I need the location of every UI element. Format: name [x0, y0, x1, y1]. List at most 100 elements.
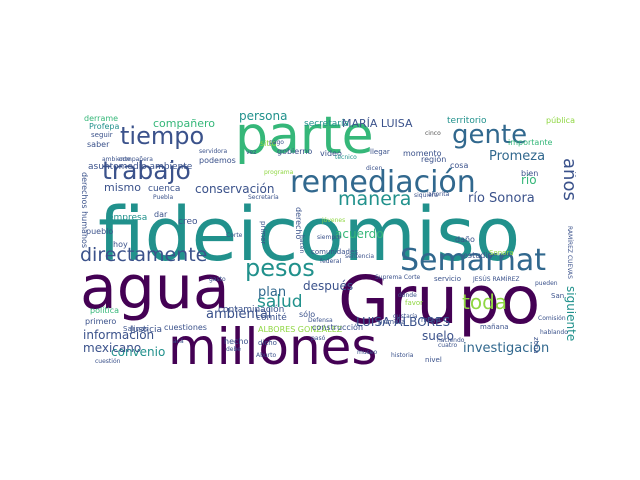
word-sitio: sitio: [260, 139, 277, 148]
word-federal: federal: [320, 258, 342, 265]
word-ambiente: ambiente: [102, 156, 131, 163]
word-gustaria: gustaría: [393, 313, 418, 320]
word-sonora: Sonora: [489, 249, 514, 257]
word-historia: historia: [391, 352, 414, 359]
word-agua: agua: [80, 253, 230, 323]
word-ambiental: ambiental: [206, 307, 272, 322]
word-rio-sonora: río Sonora: [468, 191, 535, 206]
word-ramirez-cuevas: RAMÍREZ CUEVAS: [566, 226, 573, 279]
word-sentencia: sentencia: [345, 253, 375, 260]
word-programa: programa: [264, 169, 294, 176]
word-gente: gente: [452, 120, 528, 150]
word-suelo: suelo: [422, 329, 454, 343]
word-region: región: [421, 155, 447, 164]
word-millones: millones: [168, 318, 378, 370]
word-seguir: seguir: [91, 131, 113, 139]
word-dar: dar: [154, 210, 168, 219]
word-servidora: servidora: [199, 148, 228, 155]
word-aburto: Aburto: [256, 352, 277, 359]
word-contaminacion: contaminación: [218, 305, 285, 315]
word-bien: bien: [521, 169, 539, 178]
word-convenio: convenio: [111, 345, 166, 359]
word-suprema-corte: Suprema Corte: [375, 274, 421, 281]
word-favor: favor: [405, 299, 424, 307]
word-cuestiones: cuestiones: [164, 323, 207, 332]
word-construccion: construcción: [312, 323, 364, 332]
word-anos: años: [559, 158, 576, 201]
word-san: San: [551, 292, 565, 300]
word-salinas: Salinas: [123, 325, 148, 333]
word-video: video: [320, 149, 342, 158]
word-territorio: territorio: [447, 116, 487, 126]
word-directamente: directamente: [80, 244, 208, 266]
word-rio: río: [521, 173, 537, 187]
word-investigacion: investigación: [463, 341, 550, 356]
word-semarnat: Semarnat: [400, 243, 547, 278]
word-comision: Comisión: [538, 315, 566, 322]
word-creo: creo: [178, 217, 198, 227]
word-gobierno: gobierno: [277, 147, 313, 156]
word-comunidades: comunidades: [311, 248, 358, 256]
word-luisa-albores: LUISA ALBORES: [356, 315, 451, 329]
word-dicho: dicho: [258, 339, 277, 347]
word-corte: Corte: [226, 232, 243, 239]
word-remediacion: remediación: [290, 165, 476, 200]
word-cinco: cinco: [425, 130, 441, 137]
word-trabajo: trabajo: [102, 156, 191, 185]
word-cuatro: cuatro: [438, 342, 458, 349]
word-hablando: hablando: [540, 329, 568, 336]
word-haciendo: haciendo: [437, 337, 465, 344]
word-politica: política: [90, 306, 120, 315]
word-companero: compañero: [153, 117, 215, 130]
word-cosa: cosa: [450, 161, 469, 170]
word-hacen: hacen: [298, 235, 305, 254]
word-pueden: pueden: [535, 280, 558, 287]
word-vez: vez: [246, 149, 257, 156]
word-tecnico: técnico: [335, 154, 357, 161]
word-mismo: mismo: [104, 181, 141, 194]
word-pago: pago: [269, 139, 284, 146]
word-companera: compañera: [119, 156, 153, 163]
word-pesos: pesos: [245, 254, 315, 282]
word-jovenes: jóvenes: [322, 217, 346, 224]
word-estudio: estudio: [463, 251, 493, 260]
word-comite: comité: [256, 313, 287, 323]
word-justicia: Justicia: [130, 325, 163, 335]
word-siempre: siempre: [317, 234, 342, 241]
word-importante: importante: [508, 138, 553, 147]
word-asuntomedio-ambiente: asuntomedio ambiente: [88, 162, 193, 172]
word-fideicomiso: fideicomiso: [98, 192, 521, 278]
word-pueblo: pueblo: [86, 227, 114, 236]
word-hecho: hecho: [224, 337, 249, 346]
word-toda: toda: [462, 290, 508, 314]
word-museo: museo: [357, 349, 378, 356]
word-donde: dónde: [398, 292, 417, 299]
word-conservacion: conservación: [195, 182, 275, 196]
word-publica: pública: [546, 116, 575, 125]
word-cuenca: cuenca: [148, 184, 181, 194]
word-primero: primero: [85, 317, 117, 326]
word-empresa: empresa: [108, 213, 148, 223]
word-profepa: Profepa: [89, 122, 120, 131]
word-defensa: Defensa: [308, 317, 333, 324]
word-persona: persona: [239, 110, 288, 123]
word-promeza: Promeza: [489, 149, 546, 164]
word-maya: maya: [421, 316, 441, 324]
word-gasto: gasto: [209, 276, 226, 283]
word-nivel: nivel: [425, 356, 442, 364]
word-paso: pasó: [311, 335, 326, 342]
word-zona: zona: [532, 337, 540, 354]
word-derechos-humanos: derechos humanos: [80, 172, 89, 249]
word-llegar: llegar: [370, 148, 390, 156]
word-solo: sólo: [299, 310, 316, 319]
word-primera: primera: [378, 318, 406, 326]
word-derrame: derrame: [84, 114, 119, 123]
word-plan: plan: [258, 285, 287, 300]
word-grupo: Grupo: [338, 262, 541, 339]
word-secretaria: Secretaría: [248, 194, 279, 201]
word-saber: saber: [87, 140, 110, 149]
word-tiempo: tiempo: [120, 122, 205, 150]
word-primer: primer: [259, 221, 267, 245]
word-podemos: podemos: [199, 156, 236, 165]
word-maria-luisa: MARÍA LUISA: [342, 117, 413, 130]
